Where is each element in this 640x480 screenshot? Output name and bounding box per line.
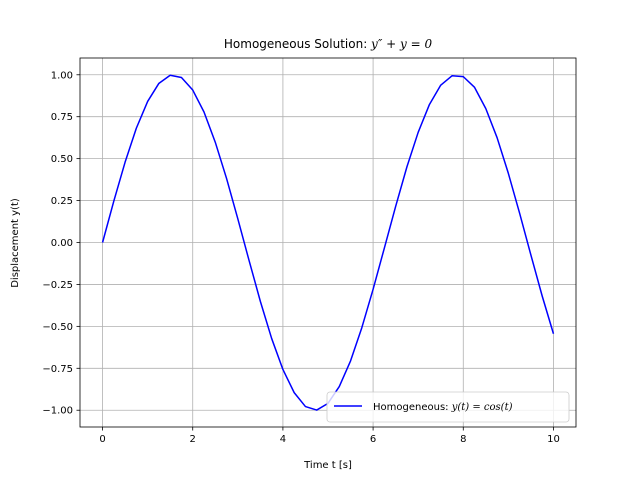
chart-title-text: Homogeneous Solution: [224,37,371,51]
x-axis-label: Time t [s] [303,460,352,471]
y-tick-label: 0.00 [51,238,73,249]
grid-lines [80,58,576,427]
x-tick-label: 10 [547,434,560,445]
x-tick-label: 0 [99,434,105,445]
y-tick-label: 0.75 [51,112,73,123]
x-tick-label: 2 [190,434,196,445]
x-tick-label: 4 [280,434,286,445]
chart-title: Homogeneous Solution: y″ + y = 0 [224,37,433,51]
legend-entry-math: y(t) = cos(t) [451,402,513,413]
y-tick-label: 0.50 [51,154,73,165]
legend-entry-text: Homogeneous: [373,402,452,413]
y-tick-label: 0.25 [51,196,73,207]
y-axis-label: Displacement y(t) [10,198,21,288]
y-tick-label: 1.00 [51,70,73,81]
legend-box [326,391,570,423]
legend-entry-label: Homogeneous: y(t) = cos(t) [373,402,513,413]
legend: Homogeneous: y(t) = cos(t) [326,391,570,423]
axis-ticks: 0 2 4 6 8 10 −1.00 −0.75 −0.50 −0.25 0.00 0.25 0.50 0… [42,70,559,445]
x-tick-label: 8 [460,434,466,445]
y-tick-label: −0.25 [42,280,73,291]
y-tick-label: −1.00 [42,406,73,417]
y-tick-label: −0.50 [42,322,73,333]
y-tick-label: −0.75 [42,364,73,375]
x-tick-label: 6 [370,434,376,445]
chart-title-math: y″ + y = 0 [370,37,432,51]
